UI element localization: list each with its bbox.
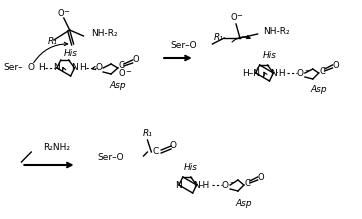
Text: N: N (54, 64, 60, 72)
Text: ·H: ·H (277, 69, 286, 78)
Text: His: His (64, 48, 77, 58)
Text: O: O (118, 69, 125, 78)
Text: NH-R₂: NH-R₂ (264, 28, 290, 37)
Text: N: N (270, 69, 277, 78)
Text: O: O (296, 69, 303, 78)
Text: C: C (119, 62, 125, 71)
Text: –H: –H (199, 180, 210, 189)
Text: −: − (125, 69, 131, 75)
Text: His: His (262, 51, 277, 60)
Text: N: N (176, 180, 182, 189)
Text: O: O (132, 55, 139, 65)
Text: N: N (193, 180, 200, 189)
Text: −: − (236, 13, 242, 19)
Text: C: C (320, 67, 325, 76)
Text: O: O (231, 14, 237, 23)
Text: R₁: R₁ (48, 37, 58, 46)
Text: O: O (27, 64, 34, 72)
Text: O: O (257, 173, 264, 182)
Text: O: O (222, 180, 229, 189)
Text: O: O (332, 60, 339, 69)
Text: −: − (229, 180, 235, 186)
Text: Asp: Asp (110, 81, 126, 90)
Text: R₁: R₁ (213, 34, 223, 42)
Text: C: C (245, 178, 251, 187)
Text: Ser–: Ser– (4, 64, 24, 72)
Text: C: C (152, 148, 159, 157)
Text: −: − (304, 68, 310, 74)
Text: N: N (71, 64, 78, 72)
Text: H: H (79, 64, 86, 72)
Text: Ser–O: Ser–O (170, 41, 197, 51)
Text: His: His (184, 162, 198, 171)
Text: −: − (63, 9, 69, 15)
Text: Ser–O: Ser–O (97, 154, 124, 162)
Text: O: O (96, 64, 103, 72)
Text: R₂NH₂: R₂NH₂ (43, 143, 70, 152)
Text: H: H (38, 64, 45, 72)
Text: O: O (58, 9, 64, 18)
Text: ⁺: ⁺ (256, 68, 260, 74)
Text: H–N: H–N (242, 69, 260, 78)
Text: O: O (169, 141, 177, 150)
Text: Asp: Asp (310, 85, 327, 94)
Text: NH-R₂: NH-R₂ (91, 30, 118, 39)
Text: R₁: R₁ (143, 129, 152, 138)
Text: Asp: Asp (236, 198, 252, 207)
